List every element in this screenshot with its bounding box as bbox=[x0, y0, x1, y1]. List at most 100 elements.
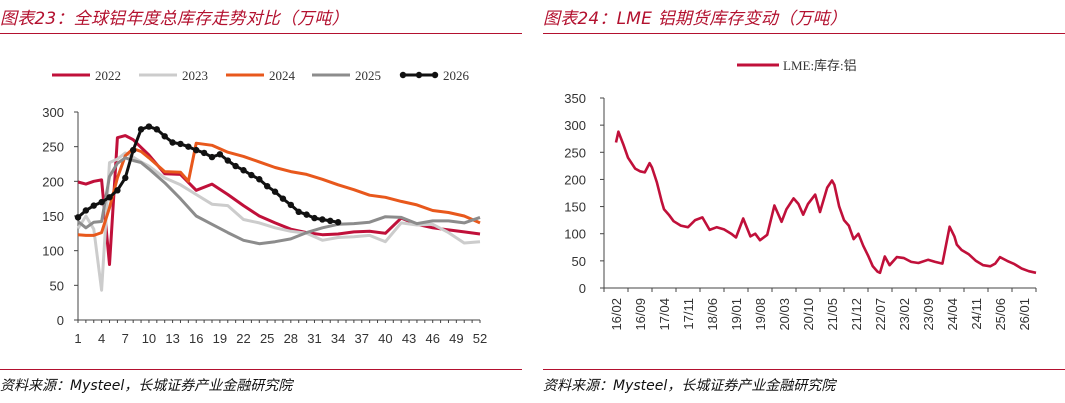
right-x-tick-label: 16/09 bbox=[633, 298, 648, 331]
legend-label-2023: 2023 bbox=[182, 68, 208, 83]
series-point-2026 bbox=[208, 153, 216, 161]
series-point-2026 bbox=[90, 202, 97, 209]
right-y-tick-label: 250 bbox=[564, 145, 586, 160]
series-point-2026 bbox=[287, 201, 295, 209]
right-source-rule bbox=[543, 369, 1065, 370]
left-x-tick-label: 49 bbox=[449, 331, 463, 346]
series-line-lme-aluminium bbox=[614, 130, 1037, 275]
legend-label-lme-aluminium: LME:库存:铝 bbox=[783, 58, 857, 73]
left-title-rule bbox=[0, 33, 522, 34]
left-y-tick-label: 0 bbox=[57, 313, 64, 328]
right-figure-panel: 图表24：LME 铝期货库存变动（万吨） LME:库存:铝 0 50 100 150 20… bbox=[543, 0, 1065, 403]
right-x-tick-label: 16/02 bbox=[609, 298, 624, 331]
series-point-2026 bbox=[263, 182, 271, 190]
left-figure-panel: 图表23：全球铝年度总库存走势对比（万吨） 0 50 100 150 200 250 300… bbox=[0, 0, 522, 403]
left-x-tick-label: 31 bbox=[307, 331, 321, 346]
right-x-tick-label: 20/03 bbox=[777, 298, 792, 331]
series-point-2026 bbox=[74, 214, 82, 221]
left-line-chart: 0 50 100 150 200 250 300 1 4 7 10 13 16 19 22 25 28 31 34 3… bbox=[42, 68, 487, 346]
series-point-2026 bbox=[279, 195, 287, 202]
right-x-tick-label: 23/09 bbox=[921, 298, 936, 331]
left-x-tick-label: 10 bbox=[142, 331, 156, 346]
left-x-tick-label: 7 bbox=[122, 331, 129, 346]
right-y-tick-label: 200 bbox=[564, 172, 586, 187]
series-point-2026 bbox=[185, 143, 192, 150]
left-x-tick-label: 46 bbox=[425, 331, 439, 346]
series-point-2026 bbox=[193, 146, 200, 154]
series-point-2026 bbox=[319, 216, 326, 223]
series-point-2026 bbox=[106, 194, 113, 201]
series-point-2026 bbox=[303, 211, 310, 218]
series-line-2022 bbox=[77, 134, 481, 266]
series-point-2026 bbox=[200, 149, 208, 157]
right-y-tick-label: 350 bbox=[564, 91, 586, 106]
left-y-tick-label: 200 bbox=[42, 174, 64, 189]
left-x-tick-label: 25 bbox=[260, 331, 274, 346]
series-line-2023 bbox=[76, 151, 481, 292]
left-x-tick-label: 40 bbox=[378, 331, 392, 346]
right-figure-title: 图表24：LME 铝期货库存变动（万吨） bbox=[543, 9, 847, 29]
right-y-tick-label: 300 bbox=[564, 118, 586, 133]
series-point-2026 bbox=[256, 176, 263, 183]
left-x-tick-label: 19 bbox=[213, 331, 227, 346]
left-y-tick-label: 300 bbox=[42, 105, 64, 120]
series-point-2026 bbox=[98, 198, 105, 206]
series-line-2024 bbox=[77, 141, 481, 237]
left-figure-title: 图表23：全球铝年度总库存走势对比（万吨） bbox=[0, 9, 349, 29]
left-y-tick-label: 50 bbox=[50, 278, 64, 293]
series-line-2025 bbox=[77, 156, 481, 246]
legend-label-2025: 2025 bbox=[355, 68, 381, 83]
right-line-chart: LME:库存:铝 0 50 100 150 200 250 300 350 16/02 16/09 1… bbox=[564, 58, 1037, 331]
series-point-2026 bbox=[114, 187, 121, 194]
legend-label-2024: 2024 bbox=[269, 68, 296, 83]
series-point-2026 bbox=[129, 146, 137, 154]
right-x-tick-label: 26/01 bbox=[1017, 298, 1032, 331]
left-source-rule bbox=[0, 369, 522, 370]
left-x-tick-label: 37 bbox=[355, 331, 369, 346]
left-source-note: 资料来源：Mysteel，长城证券产业金融研究院 bbox=[0, 378, 293, 394]
right-x-tick-label: 20/10 bbox=[801, 298, 816, 331]
left-y-tick-label: 150 bbox=[42, 209, 64, 224]
left-x-tick-label: 52 bbox=[473, 331, 487, 346]
legend-label-2022: 2022 bbox=[95, 68, 121, 83]
series-point-2026 bbox=[248, 171, 255, 179]
right-x-tick-label: 21/05 bbox=[825, 298, 840, 331]
series-line-2026 bbox=[77, 125, 339, 224]
right-x-tick-label: 25/06 bbox=[993, 298, 1008, 331]
left-x-tick-label: 1 bbox=[74, 331, 81, 346]
left-y-tick-label: 100 bbox=[42, 244, 64, 259]
right-x-tick-label: 24/04 bbox=[945, 298, 960, 331]
right-x-tick-label: 17/04 bbox=[657, 298, 672, 331]
legend-marker-2026 bbox=[431, 71, 439, 79]
left-x-tick-label: 43 bbox=[402, 331, 416, 346]
series-point-2026 bbox=[122, 174, 129, 182]
series-point-2026 bbox=[327, 217, 334, 225]
right-title-rule bbox=[543, 33, 1065, 34]
right-y-tick-label: 150 bbox=[564, 200, 586, 215]
series-point-2026 bbox=[232, 162, 239, 170]
right-y-tick-label: 0 bbox=[579, 281, 586, 296]
series-point-2026 bbox=[295, 208, 302, 216]
series-point-2026 bbox=[137, 126, 145, 133]
left-x-tick-label: 22 bbox=[236, 331, 250, 346]
series-point-2026 bbox=[216, 151, 224, 158]
right-x-tick-label: 22/07 bbox=[873, 298, 888, 331]
right-source-note: 资料来源：Mysteel，长城证券产业金融研究院 bbox=[543, 378, 836, 394]
right-x-tick-label: 19/08 bbox=[753, 298, 768, 331]
series-point-2026 bbox=[311, 214, 318, 222]
left-x-tick-label: 16 bbox=[189, 331, 203, 346]
right-y-tick-label: 50 bbox=[572, 254, 586, 269]
right-x-tick-label: 24/11 bbox=[969, 298, 984, 330]
left-x-tick-label: 13 bbox=[165, 331, 179, 346]
left-x-tick-label: 34 bbox=[331, 331, 345, 346]
series-point-2026 bbox=[177, 140, 184, 148]
right-y-tick-label: 100 bbox=[564, 227, 586, 242]
series-point-2026 bbox=[271, 188, 279, 195]
right-x-tick-label: 17/11 bbox=[681, 298, 696, 330]
right-x-tick-label: 21/12 bbox=[849, 298, 864, 331]
left-x-tick-label: 28 bbox=[284, 331, 298, 346]
series-point-2026 bbox=[145, 123, 153, 130]
series-point-2026 bbox=[153, 126, 161, 133]
right-x-tick-label: 23/02 bbox=[897, 298, 912, 331]
series-point-2026 bbox=[161, 133, 168, 140]
